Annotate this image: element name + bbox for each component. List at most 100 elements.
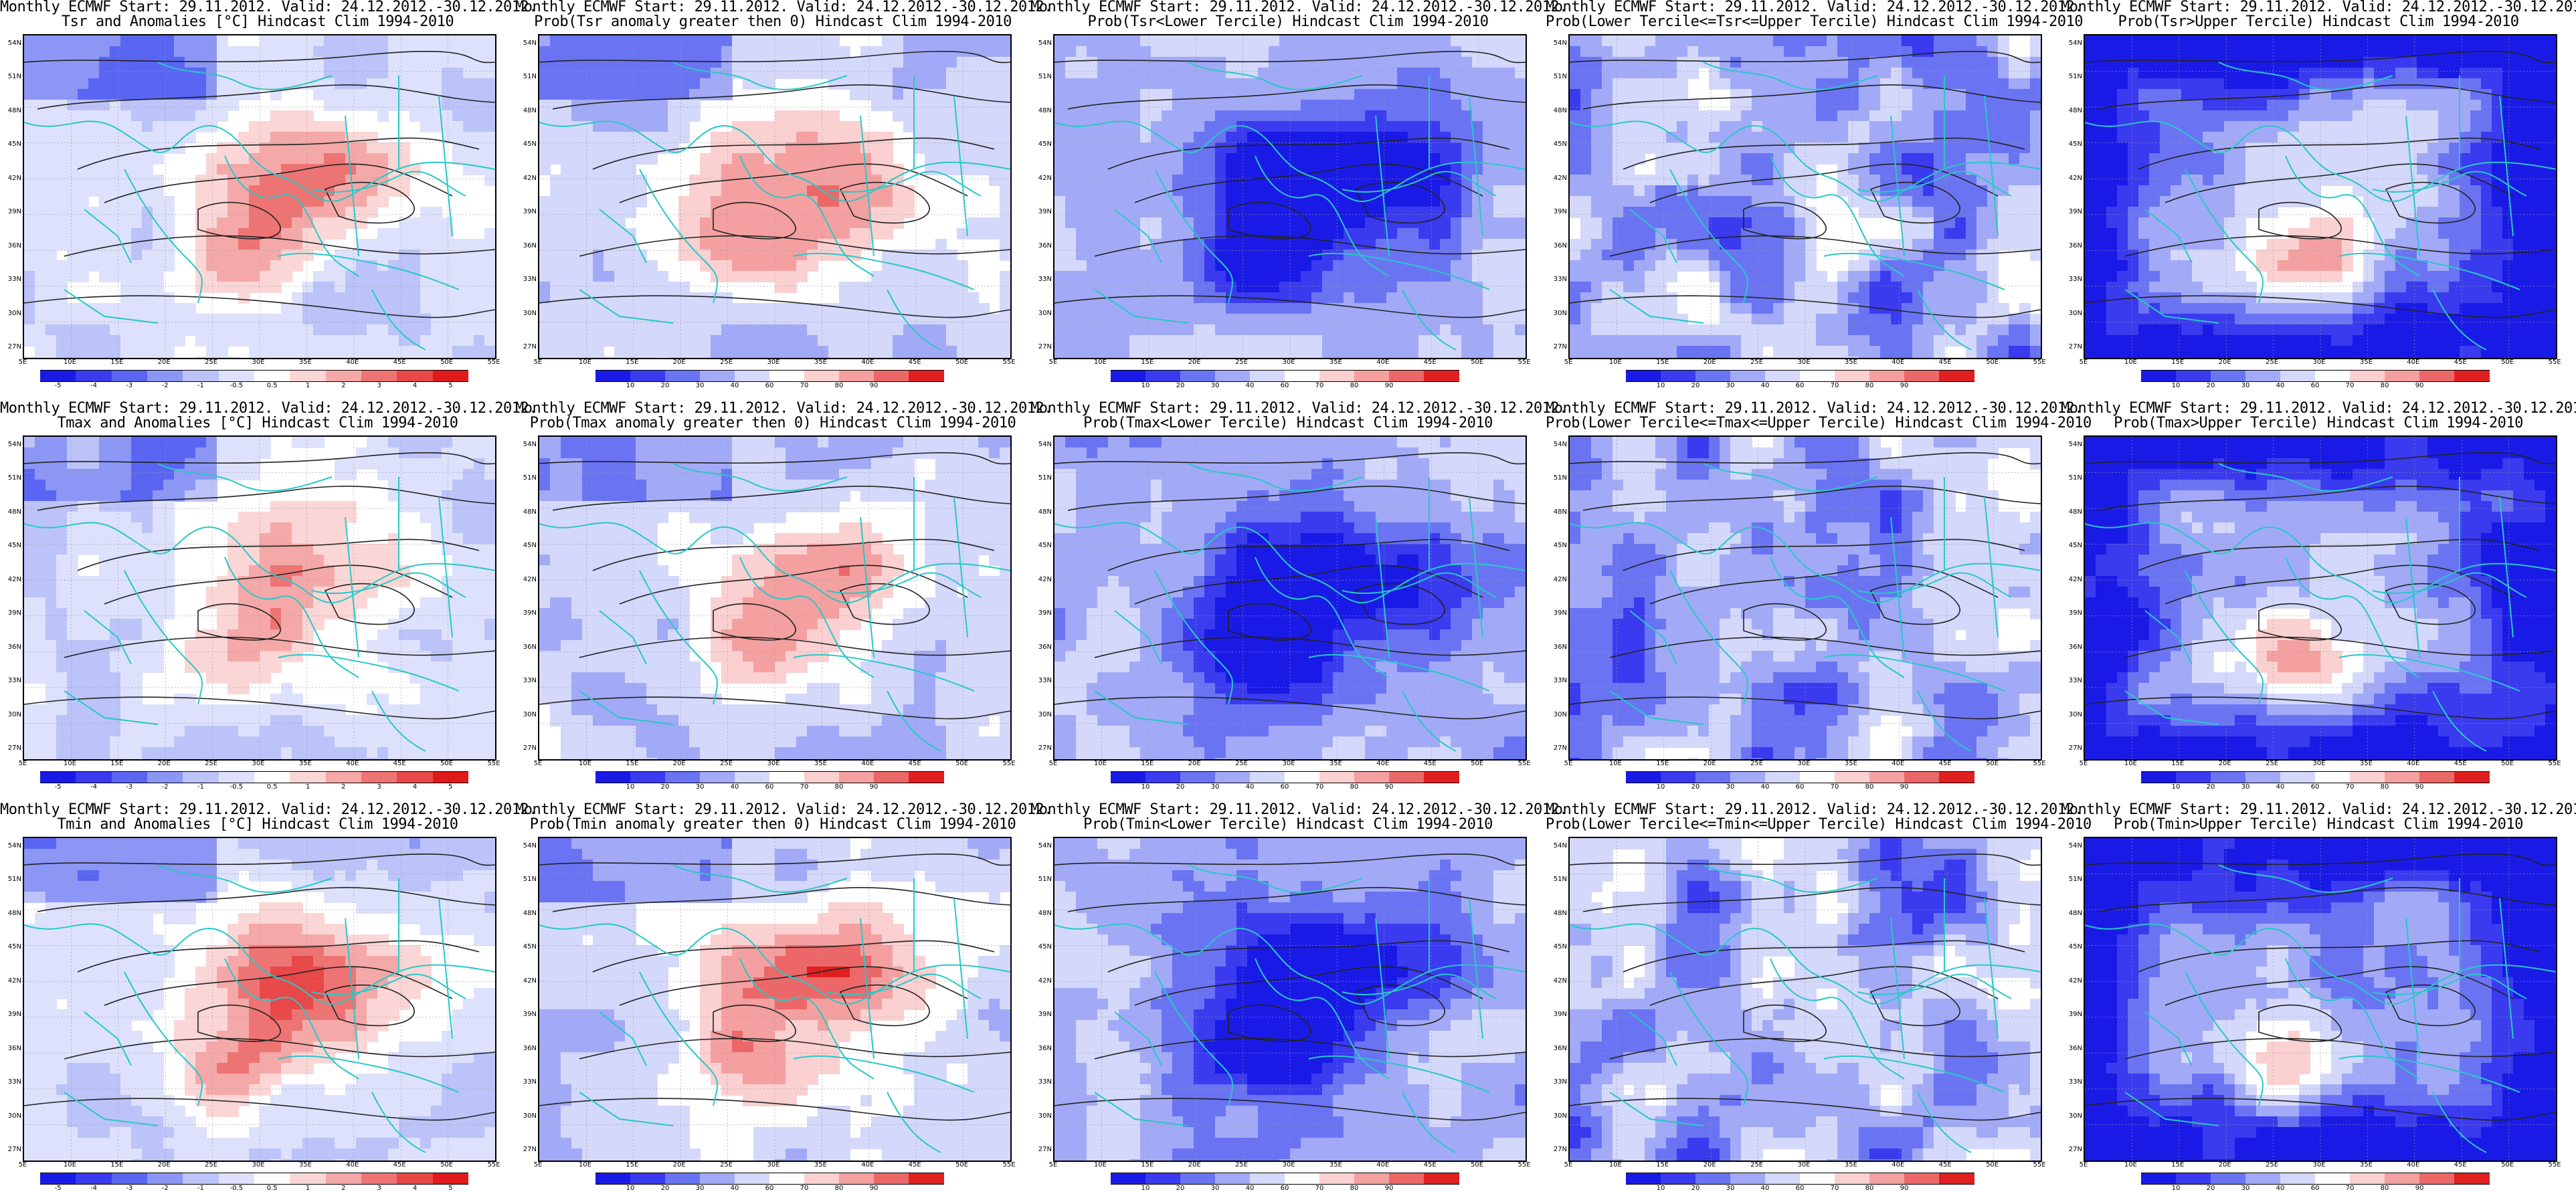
colorbar-segment <box>1354 370 1390 382</box>
colorbar-segment <box>76 771 112 783</box>
lon-label: 55E <box>1517 1161 1531 1169</box>
colorbar-segment <box>630 771 666 783</box>
colorbar-segment <box>1180 1173 1216 1185</box>
colorbar-label: 0.5 <box>266 382 278 389</box>
lon-label: 30E <box>252 359 265 366</box>
lon-label: 20E <box>672 760 686 767</box>
map-field <box>24 35 495 358</box>
map-panel-tmin-pos: Monthly ECMWF Start: 29.11.2012. Valid: … <box>515 803 1052 1204</box>
lat-label: 48N <box>7 508 21 516</box>
colorbar-segment <box>1389 771 1424 783</box>
lon-label: 30E <box>2312 760 2326 767</box>
lat-label: 30N <box>523 1112 537 1120</box>
colorbar-segment <box>397 370 434 382</box>
colorbar-segment <box>1389 370 1424 382</box>
colorbar-label: 80 <box>1865 382 1874 389</box>
lon-label: 30E <box>1797 1161 1811 1169</box>
colorbar-segment <box>361 771 397 783</box>
colorbar-label: 40 <box>1245 1185 1255 1192</box>
lon-label: 20E <box>1188 1161 1201 1169</box>
map-area <box>1053 435 1527 761</box>
colorbar-label: 60 <box>1280 1185 1289 1192</box>
lat-label: 33N <box>7 276 21 284</box>
colorbar-segment <box>2141 771 2177 783</box>
colorbar-label: 70 <box>1315 382 1324 389</box>
colorbar-label: 30 <box>2241 382 2250 389</box>
lat-label: 45N <box>523 140 537 148</box>
map-panel-tsr-upper: Monthly ECMWF Start: 29.11.2012. Valid: … <box>2061 0 2576 401</box>
lon-label: 30E <box>2312 1161 2326 1169</box>
colorbar-label: -2 <box>161 783 169 791</box>
colorbar-label: 80 <box>2380 783 2389 791</box>
lat-label: 42N <box>7 174 21 182</box>
colorbar-segment <box>254 1173 290 1185</box>
lon-label: 25E <box>205 760 218 767</box>
colorbar-label: -1 <box>197 382 204 389</box>
map-field <box>1570 35 2041 358</box>
map-panel-tmin-anom: Monthly ECMWF Start: 29.11.2012. Valid: … <box>0 803 537 1204</box>
colorbar-label: 4 <box>412 382 418 389</box>
colorbar-segment <box>1354 1173 1390 1185</box>
colorbar-segment <box>2141 1173 2177 1185</box>
colorbar-label: -1 <box>197 1185 204 1192</box>
lat-label: 39N <box>1038 609 1052 617</box>
colorbar-segment <box>147 1173 183 1185</box>
colorbar-label: 40 <box>2276 1185 2285 1192</box>
colorbar-label: 90 <box>869 783 879 791</box>
colorbar-segment <box>839 1173 875 1185</box>
lon-label: 30E <box>1797 359 1811 366</box>
colorbar-segment <box>1424 771 1459 783</box>
lat-label: 30N <box>1553 710 1567 718</box>
colorbar-label: 60 <box>2310 1185 2320 1192</box>
colorbar-label: 10 <box>1141 382 1150 389</box>
lon-label: 55E <box>487 1161 500 1169</box>
lon-label: 30E <box>1282 359 1295 366</box>
colorbar-label: 70 <box>1315 783 1324 791</box>
colorbar <box>2141 370 2490 382</box>
colorbar-segment <box>700 1173 735 1185</box>
lat-label: 33N <box>7 677 21 685</box>
colorbar-label: 80 <box>1865 783 1874 791</box>
lon-label: 15E <box>110 760 124 767</box>
colorbar-segment <box>325 1173 362 1185</box>
colorbar-segment <box>874 1173 909 1185</box>
colorbar-segment <box>1111 771 1146 783</box>
colorbar-label: 90 <box>2415 783 2424 791</box>
lat-label: 36N <box>2068 1044 2082 1052</box>
lat-label: 45N <box>1038 140 1052 148</box>
lon-label: 10E <box>2124 760 2137 767</box>
map-area <box>538 34 1012 359</box>
map-panel-tmax-anom: Monthly ECMWF Start: 29.11.2012. Valid: … <box>0 401 537 803</box>
colorbar-label: 90 <box>2415 382 2424 389</box>
lat-label: 54N <box>1038 842 1052 849</box>
lon-label: 50E <box>1986 760 1999 767</box>
colorbar-segment <box>1939 370 1974 382</box>
lat-label: 42N <box>1038 575 1052 583</box>
lat-label: 36N <box>7 1044 21 1052</box>
lat-label: 30N <box>2068 309 2082 317</box>
colorbar-label: 90 <box>869 1185 879 1192</box>
lat-label: 54N <box>523 842 537 849</box>
map-field <box>2085 35 2556 358</box>
panel-title-line1: Monthly ECMWF Start: 29.11.2012. Valid: … <box>515 400 1052 417</box>
colorbar-segment <box>432 771 469 783</box>
colorbar-segment <box>147 771 183 783</box>
panel-title-line2: Tmax and Anomalies [°C] Hindcast Clim 19… <box>57 415 458 431</box>
lat-label: 51N <box>1553 474 1567 482</box>
lon-label: 50E <box>2501 1161 2514 1169</box>
lon-label: 40E <box>2407 359 2420 366</box>
map-area <box>538 435 1012 761</box>
colorbar-segment <box>909 370 944 382</box>
lon-label: 30E <box>1797 760 1811 767</box>
colorbar-segment <box>1626 771 1661 783</box>
colorbar-label: 40 <box>730 783 739 791</box>
lon-label: 20E <box>157 359 171 366</box>
colorbar-label: 2 <box>341 382 346 389</box>
map-panel-tmax-pos: Monthly ECMWF Start: 29.11.2012. Valid: … <box>515 400 1052 803</box>
lon-label: 15E <box>626 359 639 366</box>
colorbar-label: 80 <box>1350 382 1359 389</box>
lon-label: 45E <box>2454 359 2467 366</box>
colorbar-segment <box>1661 370 1696 382</box>
colorbar-label: 40 <box>730 382 739 389</box>
lon-label: 25E <box>1750 1161 1764 1169</box>
